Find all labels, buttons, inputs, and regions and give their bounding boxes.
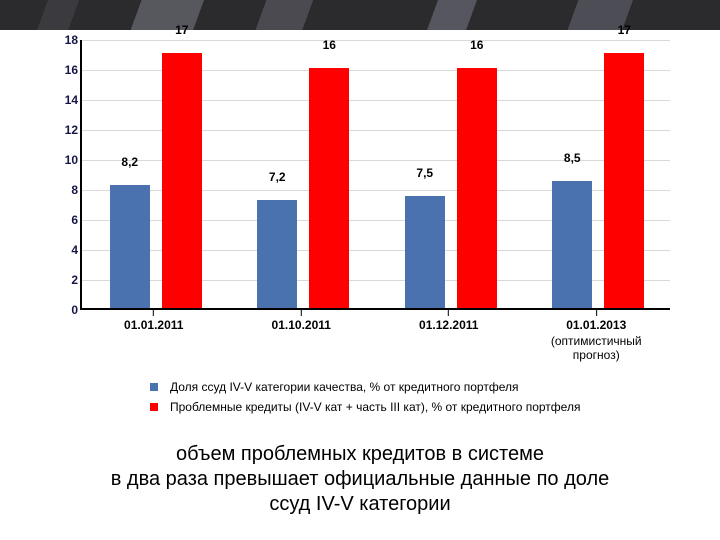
bar-series-0 (552, 181, 592, 309)
bar-value-label: 16 (452, 38, 502, 52)
bar-series-1 (309, 68, 349, 308)
caption: объем проблемных кредитов в системе в дв… (0, 442, 720, 517)
gridline (82, 40, 670, 41)
legend-swatch (150, 403, 158, 411)
bar-series-1 (457, 68, 497, 308)
x-axis-tick: 01.10.2011 (272, 312, 331, 332)
y-axis-tick: 6 (58, 213, 78, 227)
caption-line-3: ссуд IV-V категории (269, 493, 450, 515)
caption-line-2: в два раза превышает официальные данные … (111, 468, 610, 490)
x-axis-tick: 01.01.2011 (124, 312, 183, 332)
y-axis-tick: 12 (58, 123, 78, 137)
chart-container: 8,2177,2167,5168,517 024681012141618 01.… (40, 30, 680, 390)
bar-series-0 (405, 196, 445, 309)
bar-value-label: 7,2 (252, 170, 302, 184)
bar-series-0 (257, 200, 297, 308)
legend-item: Проблемные кредиты (IV-V кат + часть III… (150, 400, 580, 414)
y-axis-tick: 14 (58, 93, 78, 107)
y-axis-tick: 16 (58, 63, 78, 77)
y-axis-tick: 18 (58, 33, 78, 47)
bar-value-label: 17 (157, 23, 207, 37)
bar-series-1 (604, 53, 644, 308)
bar-value-label: 16 (304, 38, 354, 52)
legend-label: Проблемные кредиты (IV-V кат + часть III… (170, 400, 580, 414)
y-axis-tick: 0 (58, 303, 78, 317)
legend-item: Доля ссуд IV-V категории качества, % от … (150, 380, 580, 394)
caption-line-1: объем проблемных кредитов в системе (176, 443, 544, 465)
bar-value-label: 7,5 (400, 166, 450, 180)
bar-value-label: 8,2 (105, 155, 155, 169)
bar-value-label: 17 (599, 23, 649, 37)
y-axis-tick: 10 (58, 153, 78, 167)
bar-series-0 (110, 185, 150, 308)
x-axis-tick: 01.01.2013(оптимистичныйпрогноз) (551, 312, 642, 363)
y-axis-tick: 4 (58, 243, 78, 257)
y-axis-tick: 8 (58, 183, 78, 197)
bar-value-label: 8,5 (547, 151, 597, 165)
y-axis-tick: 2 (58, 273, 78, 287)
plot-area: 8,2177,2167,5168,517 (80, 40, 670, 310)
legend-label: Доля ссуд IV-V категории качества, % от … (170, 380, 518, 394)
bar-series-1 (162, 53, 202, 308)
x-axis-tick: 01.12.2011 (419, 312, 478, 332)
legend-swatch (150, 383, 158, 391)
legend: Доля ссуд IV-V категории качества, % от … (150, 380, 580, 420)
